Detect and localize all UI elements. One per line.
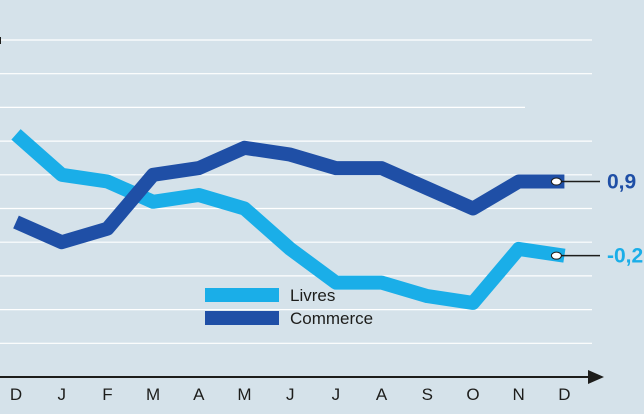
legend-label-commerce: Commerce [290,309,373,328]
x-tick-label: A [376,385,388,404]
series-line-livres [11,129,566,310]
x-tick-label: J [332,385,341,404]
end-markers [550,177,600,260]
end-value-label: 0,9 [607,171,636,194]
x-tick-label: M [237,385,251,404]
x-tick-label: O [466,385,479,404]
x-tick-label: A [193,385,205,404]
x-axis-arrow [588,370,604,384]
x-tick-label: F [102,385,112,404]
series-line-commerce [13,140,565,250]
x-tick-label: J [286,385,295,404]
series-lines [11,129,566,310]
end-marker-dot [550,251,562,260]
gridlines [0,39,592,344]
legend-swatch-livres [205,288,279,302]
x-axis [0,37,604,384]
x-tick-label: D [558,385,570,404]
legend-label-livres: Livres [290,286,335,305]
x-tick-label: S [422,385,433,404]
x-tick-label: D [10,385,22,404]
end-value-label: -0,2 [607,245,643,268]
x-tick-label: N [513,385,525,404]
x-tick-label: M [146,385,160,404]
legend: Livres Commerce [205,286,373,328]
end-marker-dot [550,177,562,186]
legend-swatch-commerce [205,311,279,325]
end-labels: -0,2 0,9 [607,171,643,268]
x-tick-label: J [57,385,66,404]
